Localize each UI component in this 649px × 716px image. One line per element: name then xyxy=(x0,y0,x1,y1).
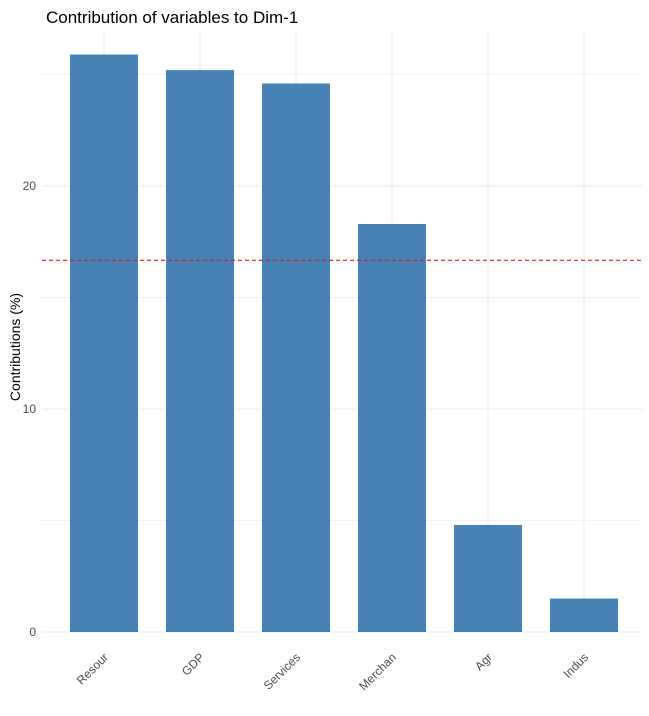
x-tick-label-merchan: Merchan xyxy=(356,650,399,693)
bars xyxy=(70,54,618,633)
bar-gdp xyxy=(166,70,234,633)
x-tick-label-agr: Agr xyxy=(472,650,495,673)
y-tick-label: 0 xyxy=(29,625,36,639)
bar-services xyxy=(262,83,330,632)
x-tick-label-gdp: GDP xyxy=(179,650,207,678)
y-tick-label: 20 xyxy=(23,179,37,193)
x-tick-label-services: Services xyxy=(261,650,303,692)
y-axis-title: Contributions (%) xyxy=(7,293,23,401)
bar-resour xyxy=(70,54,138,632)
y-axis-ticks: 0 10 20 xyxy=(23,179,37,639)
y-tick-label: 10 xyxy=(23,402,37,416)
x-axis-ticks: Resour GDP Services Merchan Agr Indus xyxy=(74,650,591,693)
bar-merchan xyxy=(358,223,426,632)
x-tick-label-resour: Resour xyxy=(74,650,111,687)
chart-title: Contribution of variables to Dim-1 xyxy=(46,8,298,27)
x-tick-label-indus: Indus xyxy=(560,650,591,681)
bar-agr xyxy=(454,524,522,632)
bar-indus xyxy=(550,598,618,632)
